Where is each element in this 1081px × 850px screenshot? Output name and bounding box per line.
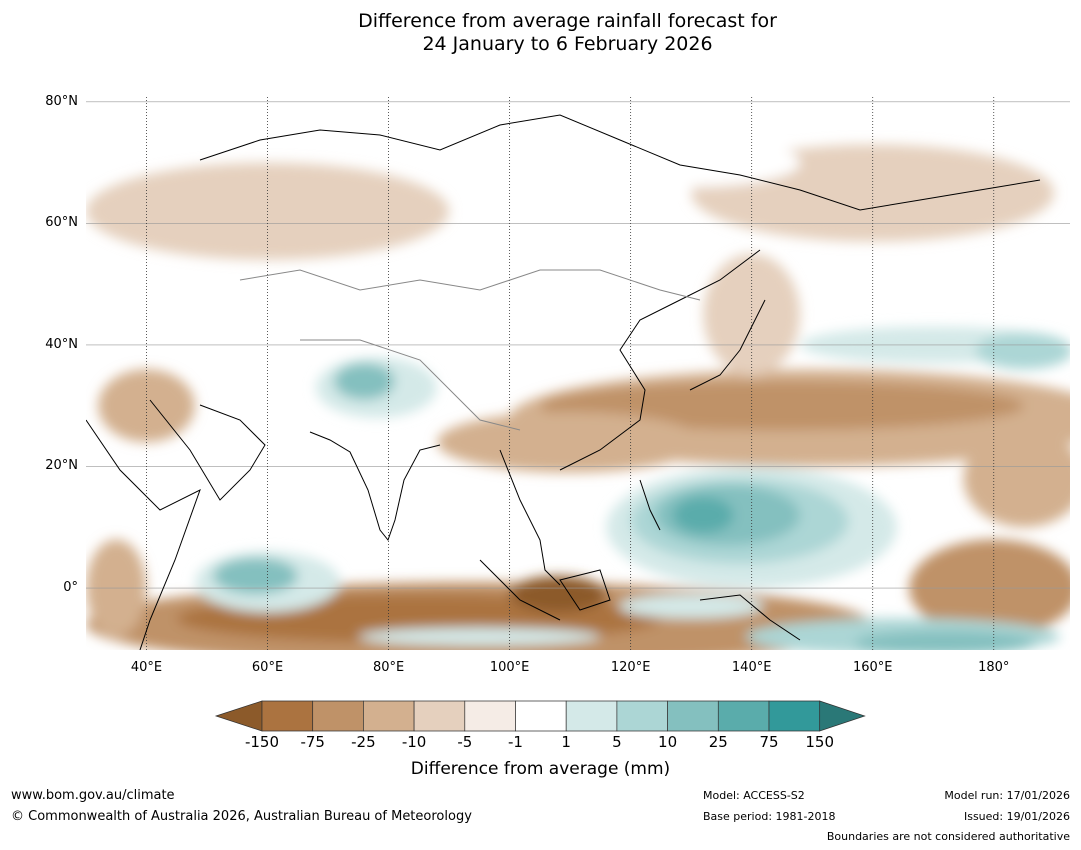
anomaly-region	[703, 253, 801, 376]
anomaly-region	[854, 630, 1037, 650]
longitude-tick-label: 120°E	[610, 660, 651, 675]
colorbar-tick-label: -150	[244, 733, 280, 751]
colorbar-swatch	[667, 700, 719, 732]
colorbar-tick-label: 150	[805, 733, 834, 751]
colorbar-tick-label: 5	[612, 733, 622, 751]
colorbar-swatch	[565, 700, 618, 732]
colorbar-tick-label: -10	[401, 733, 427, 751]
base-period: Base period: 1981-2018	[703, 810, 836, 823]
colorbar-swatch	[515, 700, 567, 732]
colorbar-swatch	[261, 700, 314, 732]
anomaly-region	[98, 369, 195, 443]
colorbar-swatch	[819, 700, 866, 732]
anomaly-region	[358, 627, 601, 646]
copyright: © Commonwealth of Australia 2026, Austra…	[11, 809, 472, 824]
anomaly-region	[509, 575, 607, 613]
colorbar-tick-label: -75	[300, 733, 325, 751]
model-name: Model: ACCESS-S2	[703, 789, 805, 802]
coastline-philippines	[639, 479, 661, 531]
colorbar-swatch	[312, 700, 364, 732]
anomaly-region	[539, 381, 1025, 431]
anomaly-region	[618, 594, 764, 619]
issued-date: Issued: 19/01/2026	[963, 810, 1070, 823]
longitude-tick-label: 100°E	[489, 660, 530, 675]
latitude-tick-label: 20°N	[45, 458, 78, 474]
colorbar	[214, 700, 866, 732]
colorbar-swatch	[413, 700, 466, 732]
latitude-tick-label: 0°	[63, 580, 78, 595]
colorbar-title: Difference from average (mm)	[410, 759, 671, 779]
coastline-japan	[689, 299, 766, 391]
website-link[interactable]: www.bom.gov.au/climate	[11, 788, 175, 803]
coastline-arctic	[199, 114, 1041, 211]
title-line-1: Difference from average rainfall forecas…	[358, 10, 777, 32]
anomaly-region	[237, 278, 419, 352]
coastline-east-asia	[559, 249, 761, 471]
coastline-africa	[86, 419, 201, 650]
title-line-2: 24 January to 6 February 2026	[422, 33, 713, 55]
anomaly-region	[582, 138, 801, 187]
coastline-new-guinea	[699, 594, 801, 641]
boundaries-disclaimer: Boundaries are not considered authoritat…	[826, 830, 1070, 843]
latitude-tick-label: 60°N	[45, 215, 78, 231]
colorbar-swatch	[214, 700, 263, 732]
colorbar-swatch	[768, 700, 821, 732]
longitude-tick-label: 80°E	[372, 660, 405, 675]
colorbar-tick-label: 10	[658, 733, 678, 751]
coastline-arabia	[149, 399, 266, 501]
coastline-india	[309, 431, 441, 542]
anomaly-region	[334, 363, 395, 400]
rainfall-anomaly-map	[86, 97, 1070, 650]
colorbar-tick-label: -1	[508, 733, 523, 751]
anomaly-region	[963, 430, 1070, 528]
anomaly-region	[436, 411, 704, 473]
colorbar-tick-label: -25	[351, 733, 376, 751]
colorbar-tick-label: -5	[457, 733, 473, 751]
coastline-southeast-asia	[499, 449, 561, 586]
colorbar-swatch	[616, 700, 668, 732]
colorbar-swatch	[363, 700, 415, 732]
longitude-tick-label: 180°	[978, 660, 1010, 675]
model-run-date: Model run: 17/01/2026	[944, 789, 1070, 802]
latitude-tick-label: 80°N	[45, 93, 78, 109]
anomaly-region	[975, 332, 1070, 370]
colorbar-swatch	[717, 700, 770, 732]
colorbar-tick-label: 25	[708, 733, 728, 751]
coastline-sumatra-borneo	[479, 559, 611, 621]
longitude-tick-label: 40°E	[130, 660, 163, 675]
longitude-tick-label: 60°E	[251, 660, 284, 675]
longitude-tick-label: 160°E	[852, 660, 893, 675]
colorbar-tick-label: 1	[561, 733, 571, 751]
anomaly-region	[213, 557, 298, 595]
colorbar-swatch	[464, 700, 516, 732]
longitude-tick-label: 140°E	[731, 660, 772, 675]
anomaly-region	[673, 496, 734, 534]
colorbar-tick-label: 75	[759, 733, 779, 751]
country-borders	[239, 269, 701, 431]
latitude-tick-label: 40°N	[45, 336, 78, 352]
